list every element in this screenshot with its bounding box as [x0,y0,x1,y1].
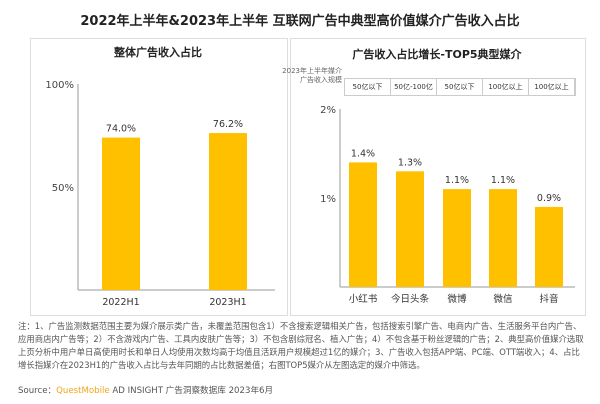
y-tick-label: 1% [320,194,336,205]
bar [535,206,563,287]
y-tick-label: 2% [320,105,336,116]
x-tick-label: 抖音 [539,293,558,305]
bar [102,137,140,290]
bar [489,189,517,287]
left-chart-title: 整体广告收入占比 [114,46,202,59]
data-label: 1.3% [398,157,422,168]
footnotes: 注：1、广告监测数据范围主要为媒介展示类广告，未覆盖范围包含1）不含搜索逻辑相关… [18,321,584,370]
scale-cell: 50亿-100亿 [391,79,437,95]
chart-canvas: 50% 100% 74.0% 2022H1 76.2% 2023H1 1% 2% 1.4% 小红书… [45,80,575,308]
y-tick-label: 100% [45,80,74,91]
source-line: Source：QuestMobile AD INSIGHT 广告洞察数据库 20… [18,384,273,396]
scale-header: 2023年上半年媒介广告收入规模 [282,67,342,84]
bar [443,189,471,287]
scale-cell: 100亿以上 [529,79,575,95]
scale-cell: 100亿以上 [483,79,529,95]
x-tick-label: 2022H1 [102,297,139,308]
x-tick-label: 今日头条 [391,293,430,305]
source-label: Source： [18,386,57,396]
bar [209,133,247,290]
brand-logo-text: QuestMobile [56,386,110,396]
x-tick-label: 小红书 [349,293,378,305]
data-label: 76.2% [213,119,243,130]
x-tick-label: 2023H1 [209,297,246,308]
data-label: 74.0% [106,124,136,135]
bar [396,171,424,287]
data-label: 1.1% [491,175,515,186]
bar [349,162,377,287]
data-label: 1.1% [445,175,469,186]
y-tick-label: 50% [52,183,74,194]
page-title: 2022年上半年&2023年上半年 互联网广告中典型高价值媒介广告收入占比 [80,14,520,29]
scale-cell: 50亿以下 [437,79,483,95]
data-label: 1.4% [351,148,375,159]
x-tick-label: 微信 [493,293,512,305]
scale-table: 50亿以下 50亿-100亿 50亿以下 100亿以上 100亿以上 [344,78,576,96]
source-text: AD INSIGHT 广告洞察数据库 2023年6月 [109,386,274,396]
x-tick-label: 微博 [447,293,467,305]
scale-cell: 50亿以下 [345,79,391,95]
data-label: 0.9% [537,193,561,204]
right-chart-title: 广告收入占比增长-TOP5典型媒介 [352,48,522,61]
